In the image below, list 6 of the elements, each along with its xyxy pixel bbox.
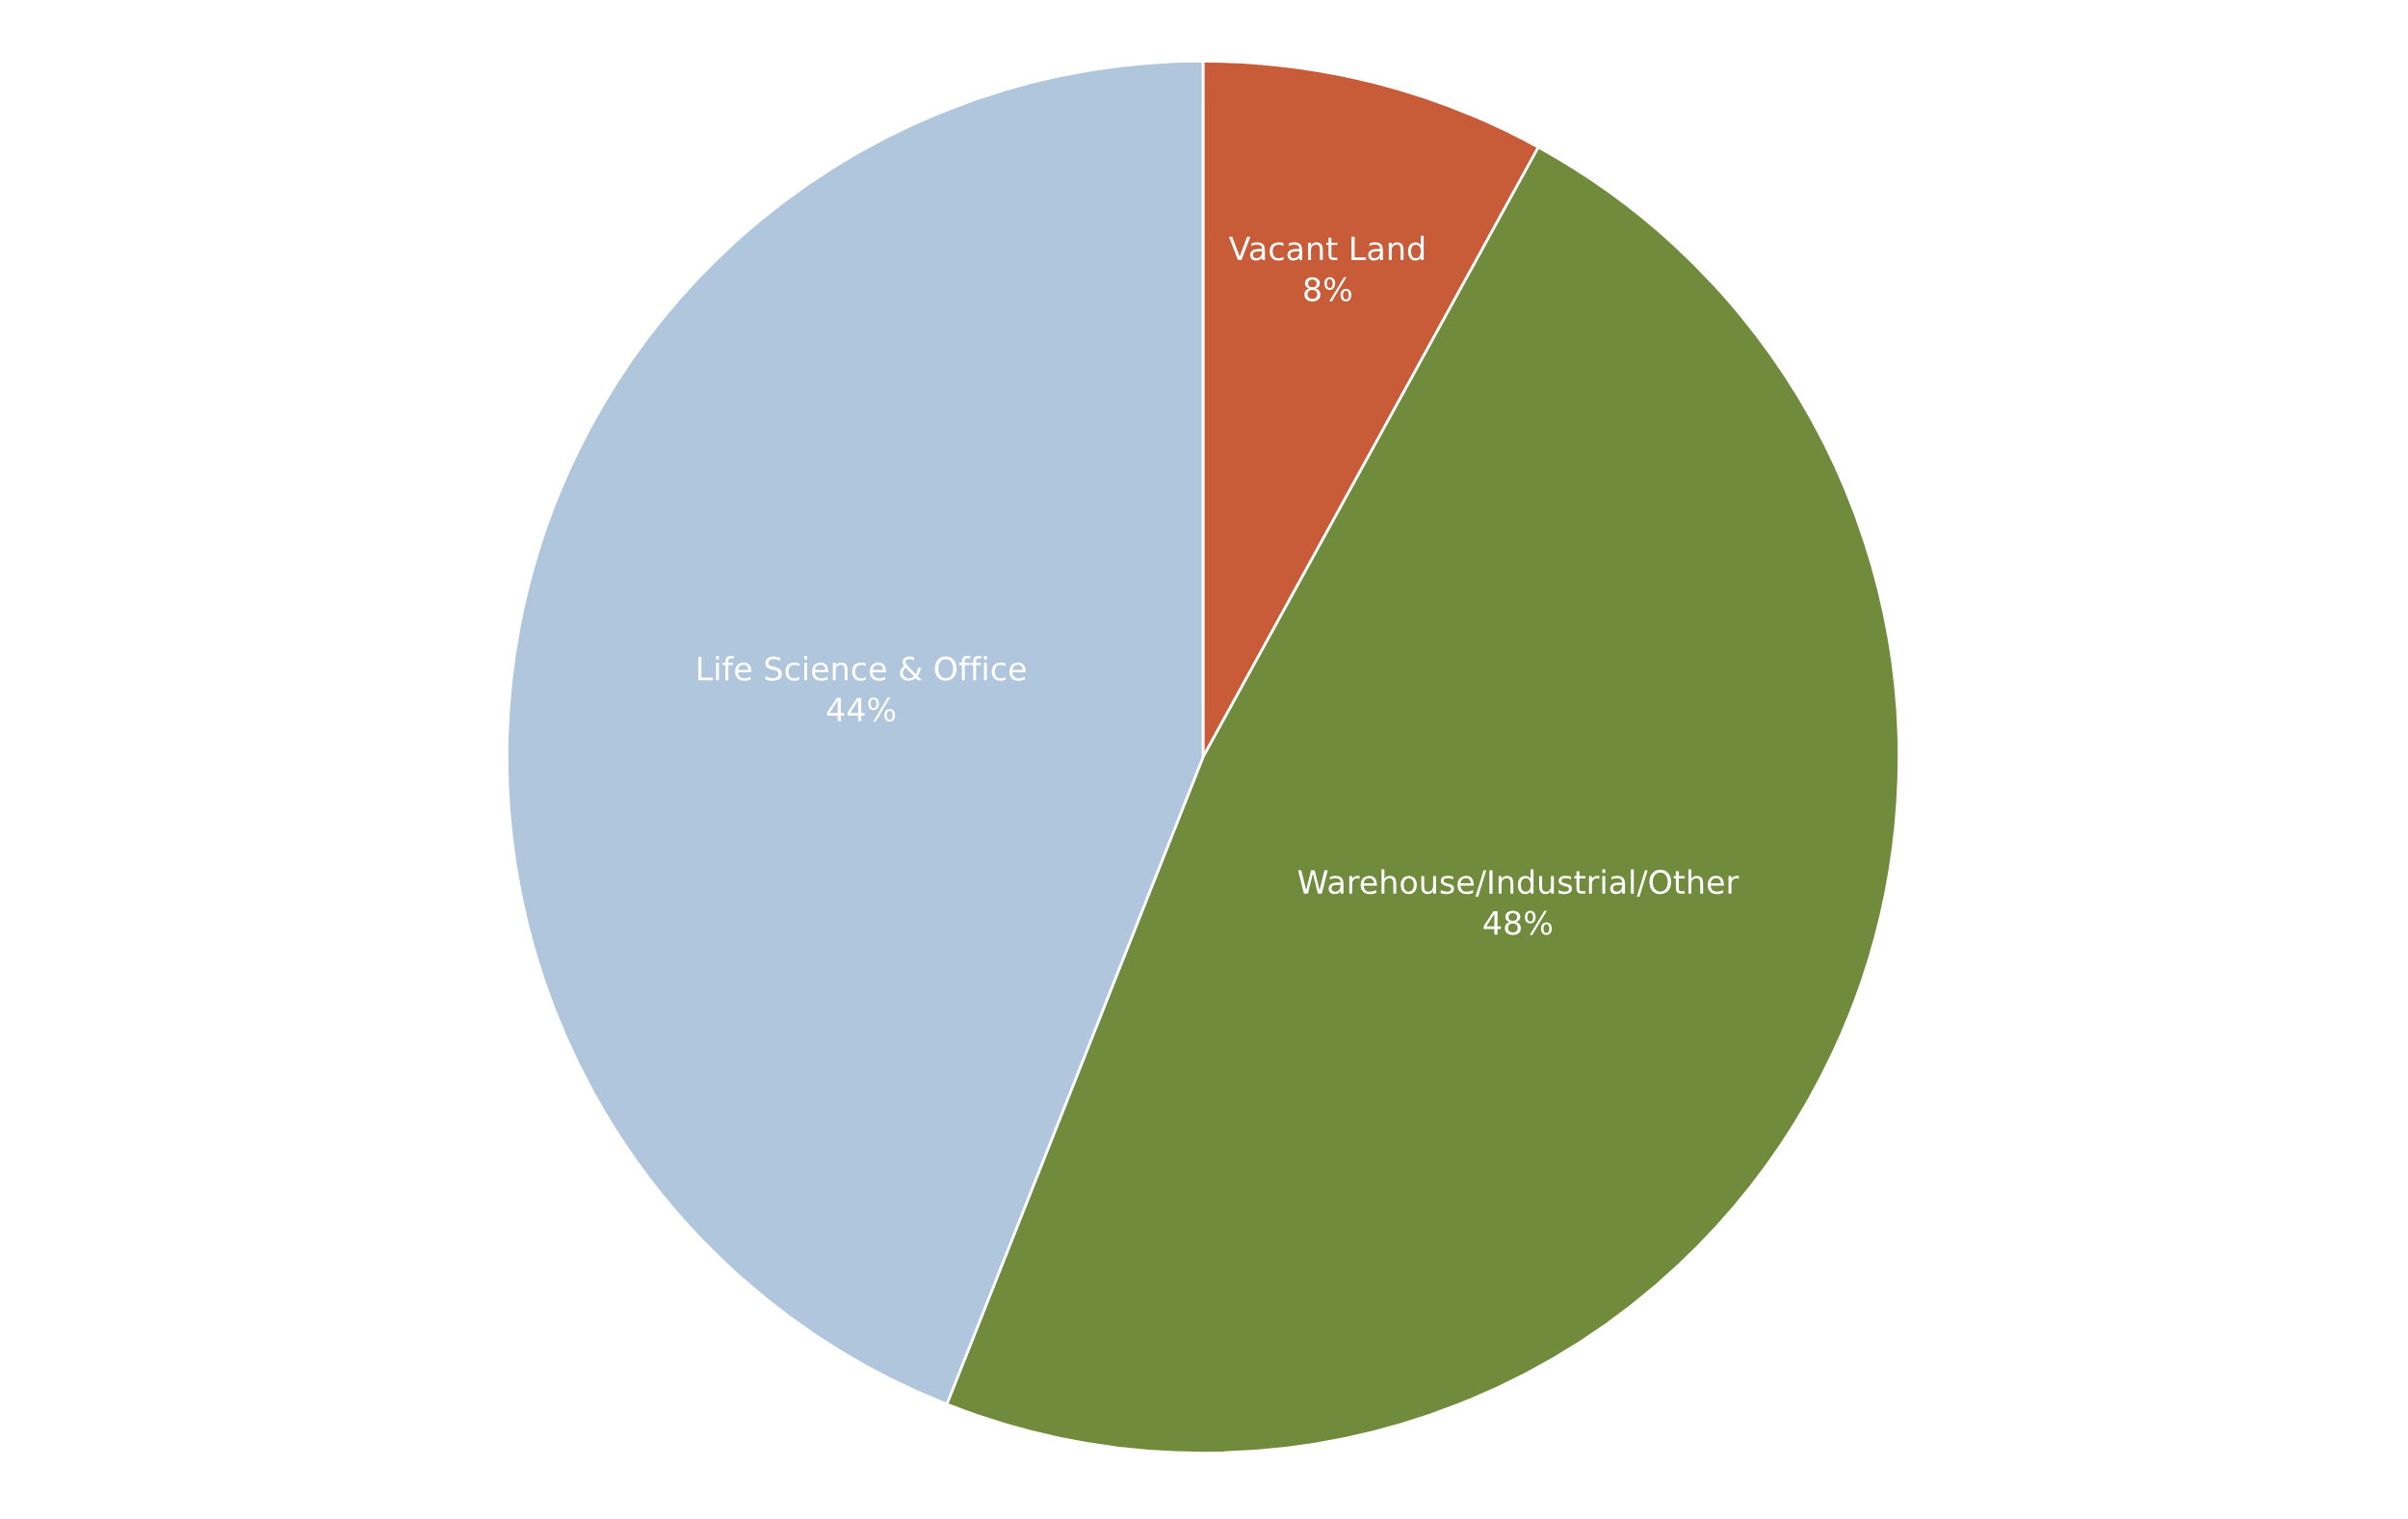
slice-label: Life Science & Office bbox=[697, 655, 1026, 681]
slice-label: Vacant Land bbox=[1228, 235, 1425, 261]
data-label: 8% bbox=[1304, 276, 1351, 301]
data-label: 44% bbox=[826, 696, 896, 722]
slice-label: Warehouse/Industrial/Other bbox=[1297, 869, 1740, 897]
data-label: 48% bbox=[1483, 910, 1553, 935]
